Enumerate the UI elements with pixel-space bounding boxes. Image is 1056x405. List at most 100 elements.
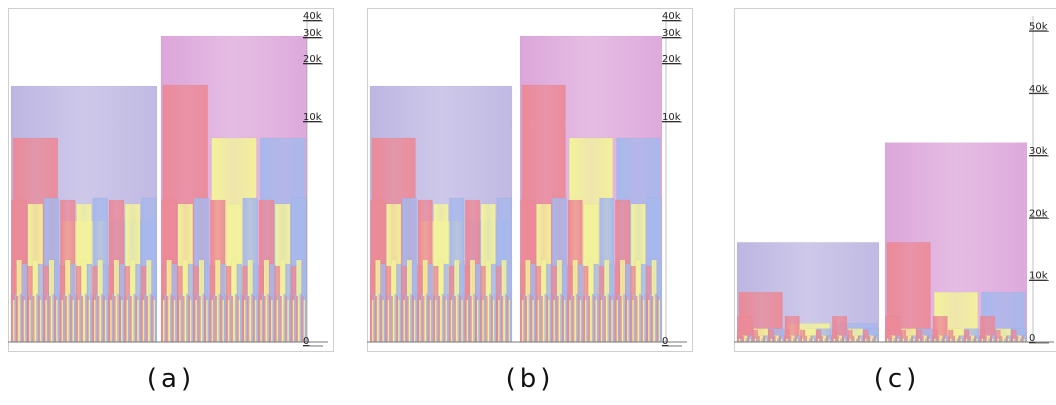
bar-pink bbox=[873, 335, 876, 343]
bar-yellow bbox=[626, 299, 629, 343]
bar-pink bbox=[947, 335, 951, 343]
bar-pink bbox=[32, 295, 35, 343]
bar-blue bbox=[745, 338, 748, 343]
bar-blue bbox=[612, 293, 615, 343]
bar-blue bbox=[623, 293, 626, 343]
bar-pink bbox=[895, 335, 898, 343]
bar-yellow bbox=[276, 299, 279, 343]
bar-blue bbox=[1025, 338, 1028, 343]
bar-pink bbox=[417, 295, 420, 343]
bar-yellow bbox=[907, 338, 910, 343]
bar-yellow bbox=[960, 338, 963, 343]
bar-yellow bbox=[18, 299, 21, 343]
bar-yellow bbox=[482, 299, 485, 343]
y-tick-label: 0 bbox=[662, 336, 668, 347]
bar-pink bbox=[561, 295, 564, 343]
bar-yellow bbox=[981, 338, 984, 343]
bar-pink bbox=[204, 295, 207, 343]
bar-pink bbox=[863, 335, 866, 343]
bar-blue bbox=[914, 338, 917, 343]
bar-blue bbox=[441, 293, 444, 343]
bar-yellow bbox=[270, 299, 273, 343]
bar-blue bbox=[750, 338, 753, 343]
bar-yellow bbox=[200, 299, 203, 343]
bar-blue bbox=[79, 293, 82, 343]
bar-yellow bbox=[259, 299, 263, 343]
bar-yellow bbox=[827, 338, 831, 343]
bar-pink bbox=[453, 295, 457, 343]
bar-blue bbox=[756, 338, 759, 343]
bar-pink bbox=[166, 295, 169, 343]
bar-pink bbox=[551, 295, 554, 343]
bar-pink bbox=[736, 335, 739, 343]
bar-pink bbox=[784, 335, 787, 343]
bar-blue bbox=[639, 293, 642, 343]
bar-pink bbox=[984, 335, 987, 343]
bar-yellow bbox=[849, 338, 852, 343]
bar-pink bbox=[396, 295, 399, 343]
bar-blue bbox=[478, 293, 481, 343]
bar-yellow bbox=[12, 299, 15, 343]
bar-blue bbox=[499, 293, 502, 343]
bar-blue bbox=[299, 293, 302, 343]
bar-yellow bbox=[120, 299, 123, 343]
bar-blue bbox=[36, 293, 39, 343]
bar-pink bbox=[646, 295, 649, 343]
bar-yellow bbox=[392, 299, 395, 343]
bar-blue bbox=[196, 293, 200, 343]
y-tick-label: 20k bbox=[662, 54, 681, 65]
bar-blue bbox=[591, 293, 594, 343]
bar-blue bbox=[988, 338, 991, 343]
bar-yellow bbox=[537, 299, 540, 343]
bar-blue bbox=[180, 293, 183, 343]
bar-yellow bbox=[891, 338, 894, 343]
bar-yellow bbox=[232, 299, 236, 343]
bar-yellow bbox=[297, 299, 300, 343]
bar-pink bbox=[296, 295, 299, 343]
bar-yellow bbox=[184, 299, 187, 343]
bar-yellow bbox=[39, 299, 42, 343]
bar-pink bbox=[171, 295, 174, 343]
bar-yellow bbox=[487, 299, 490, 343]
bar-blue bbox=[404, 293, 407, 343]
bar-blue bbox=[898, 338, 901, 343]
bar-yellow bbox=[547, 299, 550, 343]
bar-pink bbox=[279, 295, 282, 343]
bar-yellow bbox=[265, 299, 268, 343]
bar-yellow bbox=[371, 299, 374, 343]
bar-yellow bbox=[912, 338, 915, 343]
bar-blue bbox=[877, 338, 880, 343]
bar-pink bbox=[747, 335, 750, 343]
bar-pink bbox=[258, 295, 261, 343]
bar-yellow bbox=[466, 299, 469, 343]
bar-pink bbox=[572, 295, 575, 343]
bar-pink bbox=[480, 295, 483, 343]
bar-blue bbox=[565, 293, 568, 343]
bar-pink bbox=[406, 295, 409, 343]
bar-yellow bbox=[168, 299, 171, 343]
bar-pink bbox=[252, 295, 255, 343]
bar-blue bbox=[294, 293, 297, 343]
bar-blue bbox=[425, 293, 429, 343]
bar-yellow bbox=[476, 299, 479, 343]
bar-pink bbox=[519, 295, 522, 343]
bar-yellow bbox=[975, 338, 979, 343]
bar-yellow bbox=[944, 338, 947, 343]
bar-blue bbox=[41, 293, 44, 343]
bar-blue bbox=[935, 338, 938, 343]
bar-pink bbox=[826, 335, 829, 343]
bar-pink bbox=[459, 295, 462, 343]
bar-pink bbox=[469, 295, 472, 343]
bar-yellow bbox=[532, 299, 535, 343]
bar-yellow bbox=[647, 299, 650, 343]
bar-yellow bbox=[28, 299, 32, 343]
bar-pink bbox=[953, 335, 956, 343]
bar-pink bbox=[151, 295, 154, 343]
bar-pink bbox=[789, 335, 792, 343]
bar-yellow bbox=[833, 338, 836, 343]
bar-pink bbox=[91, 295, 95, 343]
bar-blue bbox=[946, 338, 949, 343]
bar-yellow bbox=[653, 299, 656, 343]
bar-pink bbox=[27, 295, 30, 343]
bar-yellow bbox=[178, 299, 182, 343]
